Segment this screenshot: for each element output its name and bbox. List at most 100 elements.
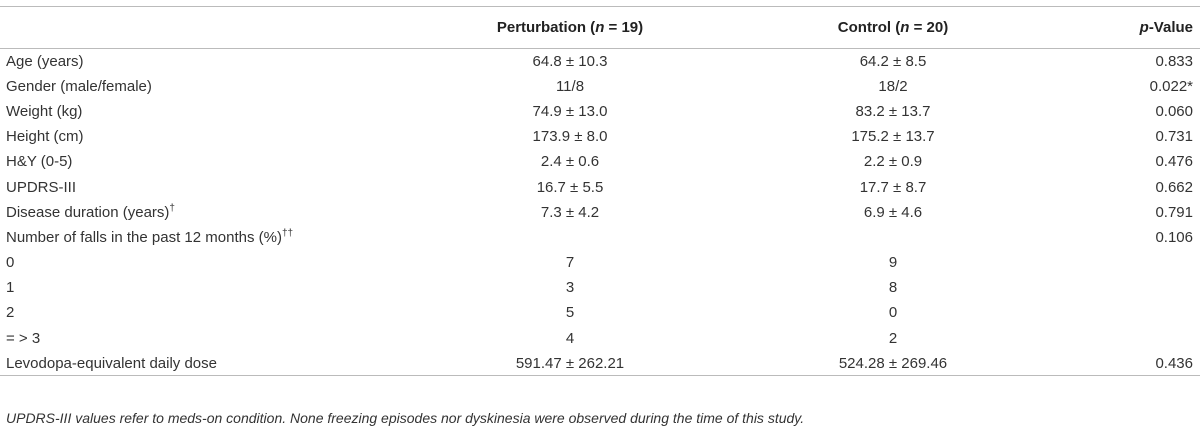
- cell-text: 74.9 ± 13.0: [532, 102, 608, 120]
- cell-text: 175.2 ± 13.7: [851, 128, 935, 146]
- row-label-cell: Disease duration (years)†: [0, 200, 440, 225]
- row-label: UPDRS-III: [6, 178, 77, 196]
- footnote: UPDRS-III values refer to meds-on condit…: [6, 410, 805, 426]
- row-label: Age (years): [6, 52, 84, 70]
- table-cell: 64.2 ± 8.5: [700, 49, 1086, 74]
- table-cell: [1086, 300, 1200, 325]
- row-label-cell: 0: [0, 250, 440, 275]
- table-row: Age (years) 64.8 ± 10.3 64.2 ± 8.5 0.833: [0, 49, 1200, 74]
- cell-text: 2.4 ± 0.6: [540, 153, 600, 171]
- table-cell: 0.436: [1086, 351, 1200, 376]
- cell-text: 3: [565, 279, 575, 297]
- table-cell: 17.7 ± 8.7: [700, 174, 1086, 199]
- table-cell: 11/8: [440, 74, 700, 99]
- header-row: Perturbation (n = 19) Control (n = 20) p…: [0, 6, 1200, 49]
- row-label-cell: Number of falls in the past 12 months (%…: [0, 225, 440, 250]
- table-row: H&Y (0-5) 2.4 ± 0.6 2.2 ± 0.9 0.476: [0, 149, 1200, 174]
- table-cell: 4: [440, 326, 700, 351]
- cell-text: 0.731: [1155, 128, 1193, 146]
- table-cell: [1086, 326, 1200, 351]
- table-cell: 175.2 ± 13.7: [700, 124, 1086, 149]
- table-row: = > 3 4 2: [0, 326, 1200, 351]
- table-row: Gender (male/female) 11/8 18/2 0.022*: [0, 74, 1200, 99]
- row-label-cell: H&Y (0-5): [0, 149, 440, 174]
- table-cell: 0.731: [1086, 124, 1200, 149]
- table-row: Weight (kg) 74.9 ± 13.0 83.2 ± 13.7 0.060: [0, 99, 1200, 124]
- cell-text: 16.7 ± 5.5: [536, 178, 604, 196]
- table-cell: 64.8 ± 10.3: [440, 49, 700, 74]
- cell-text: 0.022*: [1149, 77, 1193, 95]
- cell-text: 18/2: [878, 77, 908, 95]
- table-cell: 0.791: [1086, 200, 1200, 225]
- table-cell: 18/2: [700, 74, 1086, 99]
- row-label: Disease duration (years): [6, 204, 170, 222]
- cell-text: 4: [565, 329, 575, 347]
- header-cell: Perturbation (n = 19): [440, 7, 700, 49]
- header-text: n: [900, 19, 910, 36]
- row-label: Levodopa-equivalent daily dose: [6, 354, 217, 372]
- cell-text: 7: [565, 254, 575, 272]
- cell-text: 0: [888, 304, 898, 322]
- table-cell: 7.3 ± 4.2: [440, 200, 700, 225]
- row-label-cell: Weight (kg): [0, 99, 440, 124]
- table-cell: 5: [440, 300, 700, 325]
- row-label-cell: Levodopa-equivalent daily dose: [0, 351, 440, 376]
- header-text: = 20): [909, 19, 949, 36]
- table-row: Number of falls in the past 12 months (%…: [0, 225, 1200, 250]
- table-row: 1 3 8: [0, 275, 1200, 300]
- table-row: UPDRS-III 16.7 ± 5.5 17.7 ± 8.7 0.662: [0, 174, 1200, 199]
- row-label: = > 3: [6, 329, 41, 347]
- row-label-cell: 1: [0, 275, 440, 300]
- header-text: -Value: [1148, 19, 1193, 36]
- row-label-cell: UPDRS-III: [0, 174, 440, 199]
- table-cell: 7: [440, 250, 700, 275]
- header-text: Perturbation (: [496, 19, 596, 36]
- table-cell: [1086, 250, 1200, 275]
- table-cell: 3: [440, 275, 700, 300]
- row-label: 0: [6, 254, 15, 272]
- header-cell: p-Value: [1086, 7, 1200, 49]
- table-cell: 74.9 ± 13.0: [440, 99, 700, 124]
- table-cell: 2.2 ± 0.9: [700, 149, 1086, 174]
- table-cell: [1086, 275, 1200, 300]
- cell-text: 173.9 ± 8.0: [532, 128, 608, 146]
- row-label-cell: 2: [0, 300, 440, 325]
- cell-text: 524.28 ± 269.46: [838, 354, 948, 372]
- cell-text: 0.476: [1155, 153, 1193, 171]
- cell-text: 17.7 ± 8.7: [859, 178, 927, 196]
- row-label-cell: Age (years): [0, 49, 440, 74]
- cell-text: 591.47 ± 262.21: [515, 354, 625, 372]
- row-label: Weight (kg): [6, 102, 83, 120]
- table-cell: 524.28 ± 269.46: [700, 351, 1086, 376]
- header-text: = 19): [604, 19, 644, 36]
- table-cell: 2: [700, 326, 1086, 351]
- cell-text: 0.791: [1155, 203, 1193, 221]
- table-cell: 0.833: [1086, 49, 1200, 74]
- row-label: Height (cm): [6, 128, 84, 146]
- row-label-cell: Gender (male/female): [0, 74, 440, 99]
- header-cell: [0, 7, 440, 49]
- row-label: Gender (male/female): [6, 77, 152, 95]
- cell-text: 8: [888, 279, 898, 297]
- cell-text: 0.662: [1155, 178, 1193, 196]
- row-label: Number of falls in the past 12 months (%…: [6, 229, 282, 247]
- cell-text: 7.3 ± 4.2: [540, 203, 600, 221]
- table-cell: 0: [700, 300, 1086, 325]
- table-cell: 0.106: [1086, 225, 1200, 250]
- table-cell: 2.4 ± 0.6: [440, 149, 700, 174]
- header-text: Control (: [837, 19, 901, 36]
- table-row: Disease duration (years)† 7.3 ± 4.2 6.9 ± …: [0, 200, 1200, 225]
- table-cell: 173.9 ± 8.0: [440, 124, 700, 149]
- header-text: p: [1139, 19, 1149, 36]
- cell-text: 0.060: [1155, 102, 1193, 120]
- cell-text: 2.2 ± 0.9: [863, 153, 923, 171]
- cell-text: 64.8 ± 10.3: [532, 52, 608, 70]
- footnote-mark: †: [169, 203, 175, 215]
- footnote-mark: ††: [281, 228, 294, 240]
- row-label: H&Y (0-5): [6, 153, 73, 171]
- table-cell: 591.47 ± 262.21: [440, 351, 700, 376]
- row-label-cell: Height (cm): [0, 124, 440, 149]
- table-cell: 8: [700, 275, 1086, 300]
- table-cell: 0.060: [1086, 99, 1200, 124]
